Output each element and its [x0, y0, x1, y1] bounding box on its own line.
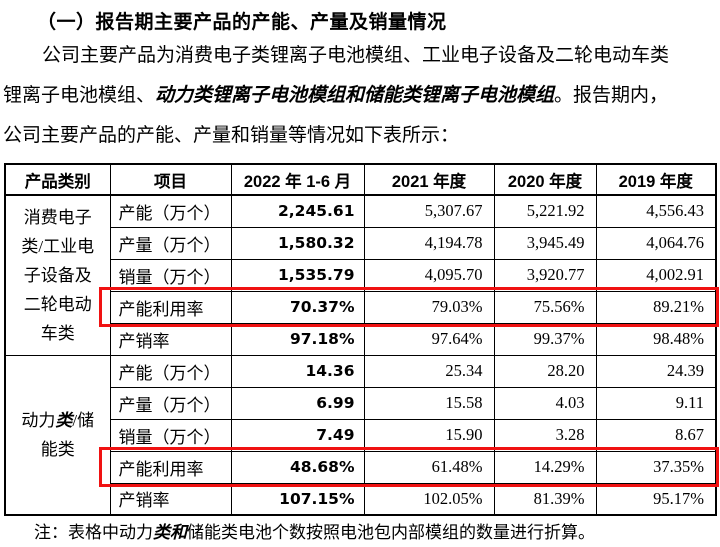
- header-2019: 2019 年度: [595, 163, 717, 196]
- item-label-cell: 销量（万个）: [109, 418, 232, 452]
- header-item: 项目: [109, 163, 232, 196]
- value-cell: 97.64%: [363, 322, 495, 356]
- value-cell: 61.48%: [363, 450, 495, 484]
- value-cell: 107.15%: [230, 482, 365, 516]
- value-cell: 5,307.67: [363, 194, 495, 228]
- item-label-cell: 销量（万个）: [109, 258, 232, 292]
- header-2021: 2021 年度: [363, 163, 495, 196]
- emphasized-text: 动力类锂离子电池模组和储能类锂离子电池模组: [155, 85, 555, 106]
- value-cell: 70.37%: [230, 290, 365, 324]
- category-label: 消费电子类/工业电子设备及二轮电动车类: [18, 203, 98, 348]
- header-product-category: 产品类别: [4, 163, 111, 196]
- value-cell: 89.21%: [595, 290, 717, 324]
- item-label-cell: 产销率: [109, 322, 232, 356]
- section-heading: （一）报告期主要产品的产能、产量及销量情况: [37, 12, 447, 33]
- table-row: 消费电子类/工业电子设备及二轮电动车类 产能（万个） 2,245.61 5,307.6…: [4, 194, 717, 356]
- value-cell: 79.03%: [363, 290, 495, 324]
- item-label-cell: 产量（万个）: [109, 226, 232, 260]
- text-segment: /储能类: [40, 410, 95, 459]
- paragraph-line: 锂离子电池模组、动力类锂离子电池模组和储能类锂离子电池模组。报告期内，: [3, 76, 717, 116]
- table-note: 注：表格中动力类和储能类电池个数按照电池包内部模组的数量进行折算。: [34, 522, 595, 544]
- emphasized-text: 类和: [153, 523, 187, 542]
- production-table: 产品类别 项目 2022 年 1-6 月 2021 年度 2020 年度 201…: [4, 163, 717, 516]
- category-cell: 动力类/储能类: [4, 354, 111, 516]
- table-body: 消费电子类/工业电子设备及二轮电动车类 产能（万个） 2,245.61 5,307.6…: [4, 194, 717, 516]
- item-label-cell: 产能（万个）: [109, 194, 232, 228]
- text-segment: 。报告期内，: [554, 85, 669, 106]
- value-cell: 14.36: [230, 354, 365, 388]
- value-cell: 4,002.91: [595, 258, 717, 292]
- value-cell: 4,556.43: [595, 194, 717, 228]
- value-cell: 99.37%: [493, 322, 597, 356]
- value-cell: 4.03: [493, 386, 597, 420]
- paragraph-line: 公司主要产品的产能、产量和销量等情况如下表所示：: [3, 116, 717, 156]
- header-2022h1: 2022 年 1-6 月: [230, 163, 365, 196]
- value-cell: 102.05%: [363, 482, 495, 516]
- value-cell: 3,920.77: [493, 258, 597, 292]
- text-segment: 消费电子类/工业电子设备及二轮电动车类: [21, 207, 95, 343]
- table-row: 动力类/储能类 产能（万个） 14.36 25.34 28.20 24.39: [4, 354, 717, 516]
- value-cell: 15.58: [363, 386, 495, 420]
- value-cell: 14.29%: [493, 450, 597, 484]
- text-segment: 公司主要产品的产能、产量和销量等情况如下表所示：: [3, 125, 460, 146]
- table-row: 产能利用率 70.37% 79.03% 75.56% 89.21%: [5, 290, 717, 324]
- table-row: 销量（万个） 1,535.79 4,095.70 3,920.77 4,002.91: [5, 258, 717, 292]
- item-label-cell: 产能（万个）: [109, 354, 232, 388]
- header-2020: 2020 年度: [493, 163, 597, 196]
- item-label-cell: 产能利用率: [109, 450, 232, 484]
- table-header-row: 产品类别 项目 2022 年 1-6 月 2021 年度 2020 年度 201…: [4, 163, 717, 196]
- text-segment: 储能类电池个数按照电池包内部模组的数量进行折算。: [187, 523, 595, 542]
- table-row: 销量（万个） 7.49 15.90 3.28 8.67: [5, 418, 717, 452]
- value-cell: 1,580.32: [230, 226, 365, 260]
- category-label: 动力类/储能类: [18, 406, 98, 464]
- value-cell: 9.11: [595, 386, 717, 420]
- table-row: 产量（万个） 6.99 15.58 4.03 9.11: [5, 386, 717, 420]
- value-cell: 28.20: [493, 354, 597, 388]
- category-cell: 消费电子类/工业电子设备及二轮电动车类: [4, 194, 111, 356]
- text-segment: 公司主要产品为消费电子类锂离子电池模组、工业电子设备及二轮电动车类: [42, 45, 670, 66]
- value-cell: 5,221.92: [493, 194, 597, 228]
- item-label-cell: 产量（万个）: [109, 386, 232, 420]
- value-cell: 4,064.76: [595, 226, 717, 260]
- table-row: 产量（万个） 1,580.32 4,194.78 3,945.49 4,064.76: [5, 226, 717, 260]
- value-cell: 8.67: [595, 418, 717, 452]
- text-segment: 动力: [21, 410, 56, 430]
- value-cell: 97.18%: [230, 322, 365, 356]
- value-cell: 95.17%: [595, 482, 717, 516]
- value-cell: 37.35%: [595, 450, 717, 484]
- intro-paragraph: 公司主要产品为消费电子类锂离子电池模组、工业电子设备及二轮电动车类锂离子电池模组…: [3, 36, 717, 156]
- item-label-cell: 产销率: [109, 482, 232, 516]
- value-cell: 48.68%: [230, 450, 365, 484]
- value-cell: 6.99: [230, 386, 365, 420]
- value-cell: 25.34: [363, 354, 495, 388]
- value-cell: 98.48%: [595, 322, 717, 356]
- value-cell: 7.49: [230, 418, 365, 452]
- text-segment: 注：表格中动力: [34, 523, 153, 542]
- value-cell: 24.39: [595, 354, 717, 388]
- value-cell: 81.39%: [493, 482, 597, 516]
- value-cell: 4,095.70: [363, 258, 495, 292]
- emphasized-text: 类: [55, 410, 73, 430]
- paragraph-line: 公司主要产品为消费电子类锂离子电池模组、工业电子设备及二轮电动车类: [3, 36, 717, 76]
- text-segment: 锂离子电池模组、: [3, 85, 156, 106]
- value-cell: 1,535.79: [230, 258, 365, 292]
- table-row: 产销率 107.15% 102.05% 81.39% 95.17%: [5, 482, 717, 516]
- value-cell: 3.28: [493, 418, 597, 452]
- value-cell: 75.56%: [493, 290, 597, 324]
- value-cell: 2,245.61: [230, 194, 365, 228]
- table-row: 产能利用率 48.68% 61.48% 14.29% 37.35%: [5, 450, 717, 484]
- value-cell: 15.90: [363, 418, 495, 452]
- item-label-cell: 产能利用率: [109, 290, 232, 324]
- value-cell: 3,945.49: [493, 226, 597, 260]
- table-row: 产销率 97.18% 97.64% 99.37% 98.48%: [5, 322, 717, 356]
- production-table-wrap: 产品类别 项目 2022 年 1-6 月 2021 年度 2020 年度 201…: [4, 163, 719, 521]
- value-cell: 4,194.78: [363, 226, 495, 260]
